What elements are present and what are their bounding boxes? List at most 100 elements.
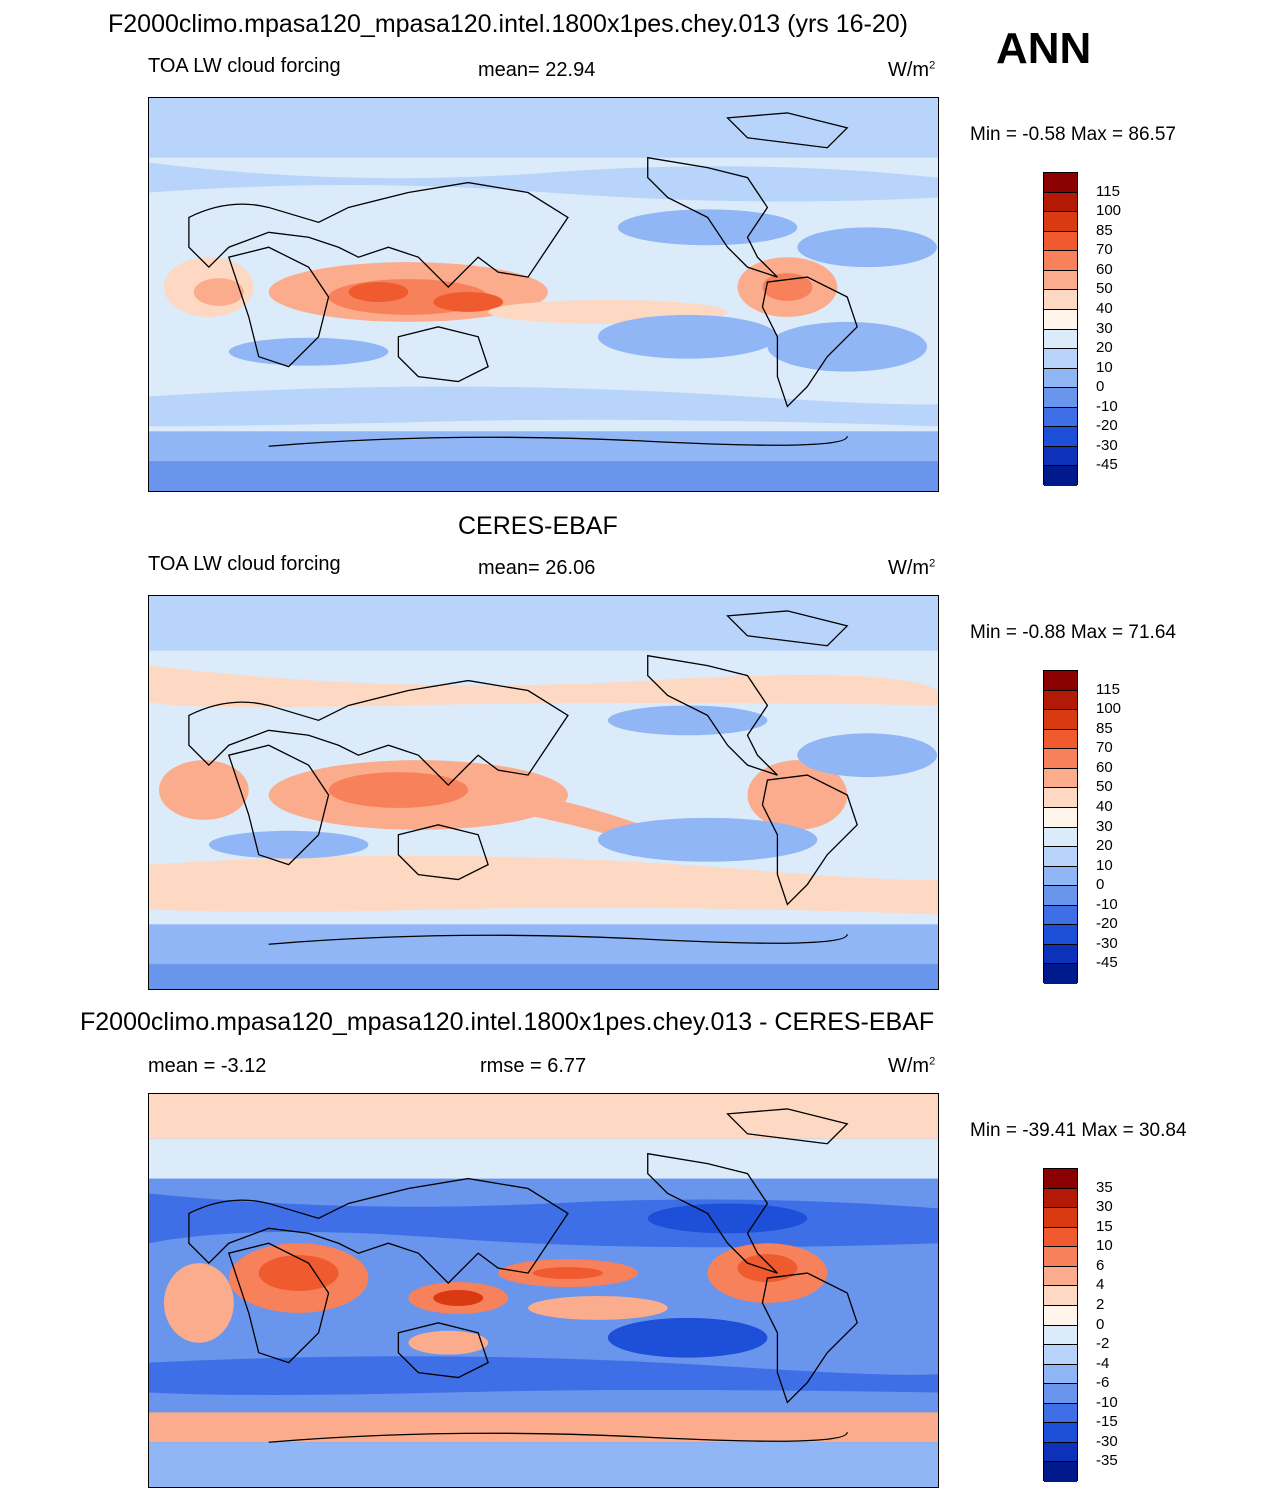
colorbar-swatch (1044, 925, 1077, 945)
colorbar-swatch (1044, 290, 1077, 310)
colorbar-swatch (1044, 847, 1077, 867)
colorbar-swatch (1044, 212, 1077, 232)
colorbar-tick-label: -4 (1096, 1354, 1110, 1372)
panel3-colorbar (1043, 1168, 1078, 1482)
panel2-heading: CERES-EBAF (458, 512, 618, 540)
colorbar-tick-label: -6 (1096, 1374, 1110, 1392)
panel3-units: W/m2 (888, 1055, 936, 1077)
colorbar-tick-label: 6 (1096, 1256, 1105, 1274)
panel1-mean-label: mean= 22.94 (478, 59, 596, 81)
colorbar-tick-label: 60 (1096, 260, 1113, 278)
panel3-mean-label: mean = -3.12 (148, 1055, 267, 1077)
colorbar-swatch (1044, 1305, 1077, 1326)
colorbar-tick-label: -45 (1096, 456, 1118, 474)
colorbar-tick-label: 100 (1096, 202, 1122, 220)
colorbar-tick-label: 2 (1096, 1295, 1105, 1313)
colorbar-swatch (1044, 407, 1077, 428)
colorbar-swatch (1044, 905, 1077, 926)
panel3-minmax: Min = -39.41 Max = 30.84 (970, 1120, 1187, 1141)
colorbar-swatch (1044, 349, 1077, 369)
figure-title: F2000climo.mpasa120_mpasa120.intel.1800x… (108, 10, 909, 38)
colorbar-swatch (1044, 944, 1077, 965)
colorbar-tick-label: -30 (1096, 1432, 1118, 1450)
colorbar-swatch (1044, 710, 1077, 730)
colorbar-swatch (1044, 427, 1077, 447)
panel2-map (148, 595, 939, 990)
colorbar-swatch (1044, 749, 1077, 769)
colorbar-tick-label: 40 (1096, 299, 1113, 317)
colorbar-tick-label: 85 (1096, 719, 1113, 737)
colorbar-swatch (1044, 788, 1077, 808)
colorbar-tick-label: 60 (1096, 758, 1113, 776)
panel3-rmse-label: rmse = 6.77 (480, 1055, 587, 1077)
colorbar-tick-label: 115 (1096, 680, 1120, 698)
colorbar-tick-label: -10 (1096, 397, 1118, 415)
colorbar-swatch (1044, 768, 1077, 789)
colorbar-tick-label: 0 (1096, 876, 1105, 894)
colorbar-tick-label: -30 (1096, 436, 1118, 454)
colorbar-swatch (1044, 466, 1077, 486)
colorbar-tick-label: 50 (1096, 280, 1113, 298)
colorbar-tick-label: 30 (1096, 319, 1113, 337)
colorbar-swatch (1044, 964, 1077, 984)
panel2-variable-label: TOA LW cloud forcing (148, 553, 341, 575)
colorbar-swatch (1044, 368, 1077, 389)
colorbar-swatch (1044, 1403, 1077, 1424)
panel2-minmax: Min = -0.88 Max = 71.64 (970, 622, 1176, 643)
colorbar-swatch (1044, 886, 1077, 906)
colorbar-swatch (1044, 1169, 1077, 1189)
colorbar-swatch (1044, 807, 1077, 828)
season-label: ANN (996, 24, 1092, 73)
colorbar-tick-label: 50 (1096, 778, 1113, 796)
colorbar-swatch (1044, 1266, 1077, 1287)
colorbar-swatch (1044, 1227, 1077, 1248)
colorbar-swatch (1044, 173, 1077, 193)
colorbar-swatch (1044, 309, 1077, 330)
panel3-heading: F2000climo.mpasa120_mpasa120.intel.1800x… (80, 1008, 935, 1036)
colorbar-swatch (1044, 1442, 1077, 1463)
panel1-units: W/m2 (888, 59, 936, 81)
colorbar-swatch (1044, 690, 1077, 711)
colorbar-tick-label: 15 (1096, 1217, 1113, 1235)
colorbar-tick-label: 35 (1096, 1178, 1113, 1196)
panel1-colorbar (1043, 172, 1078, 486)
colorbar-tick-label: 4 (1096, 1276, 1105, 1294)
panel1-map (148, 97, 939, 492)
panel1-minmax: Min = -0.58 Max = 86.57 (970, 124, 1176, 145)
colorbar-tick-label: 0 (1096, 1315, 1105, 1333)
colorbar-tick-label: 70 (1096, 241, 1113, 259)
colorbar-tick-label: -20 (1096, 417, 1118, 435)
colorbar-swatch (1044, 1286, 1077, 1306)
colorbar-tick-label: 10 (1096, 856, 1113, 874)
colorbar-swatch (1044, 192, 1077, 213)
colorbar-swatch (1044, 1345, 1077, 1365)
colorbar-swatch (1044, 1208, 1077, 1228)
colorbar-tick-label: -15 (1096, 1413, 1118, 1431)
colorbar-tick-label: -45 (1096, 954, 1118, 972)
colorbar-tick-label: 70 (1096, 739, 1113, 757)
panel3-map (148, 1093, 939, 1488)
colorbar-swatch (1044, 1423, 1077, 1443)
colorbar-tick-label: -20 (1096, 915, 1118, 933)
colorbar-tick-label: 100 (1096, 700, 1122, 718)
colorbar-tick-label: 20 (1096, 837, 1113, 855)
panel1-variable-label: TOA LW cloud forcing (148, 55, 341, 77)
colorbar-swatch (1044, 1364, 1077, 1385)
colorbar-tick-label: -10 (1096, 895, 1118, 913)
colorbar-tick-label: 10 (1096, 1237, 1113, 1255)
colorbar-swatch (1044, 446, 1077, 467)
colorbar-swatch (1044, 671, 1077, 691)
colorbar-tick-label: 85 (1096, 221, 1113, 239)
colorbar-tick-label: -2 (1096, 1335, 1110, 1353)
colorbar-swatch (1044, 729, 1077, 750)
colorbar-tick-label: -35 (1096, 1452, 1118, 1470)
colorbar-swatch (1044, 1188, 1077, 1209)
colorbar-tick-label: 115 (1096, 182, 1120, 200)
colorbar-tick-label: 10 (1096, 358, 1113, 376)
colorbar-tick-label: -30 (1096, 934, 1118, 952)
colorbar-swatch (1044, 827, 1077, 848)
colorbar-swatch (1044, 329, 1077, 350)
colorbar-swatch (1044, 251, 1077, 271)
colorbar-swatch (1044, 1462, 1077, 1482)
colorbar-swatch (1044, 1384, 1077, 1404)
